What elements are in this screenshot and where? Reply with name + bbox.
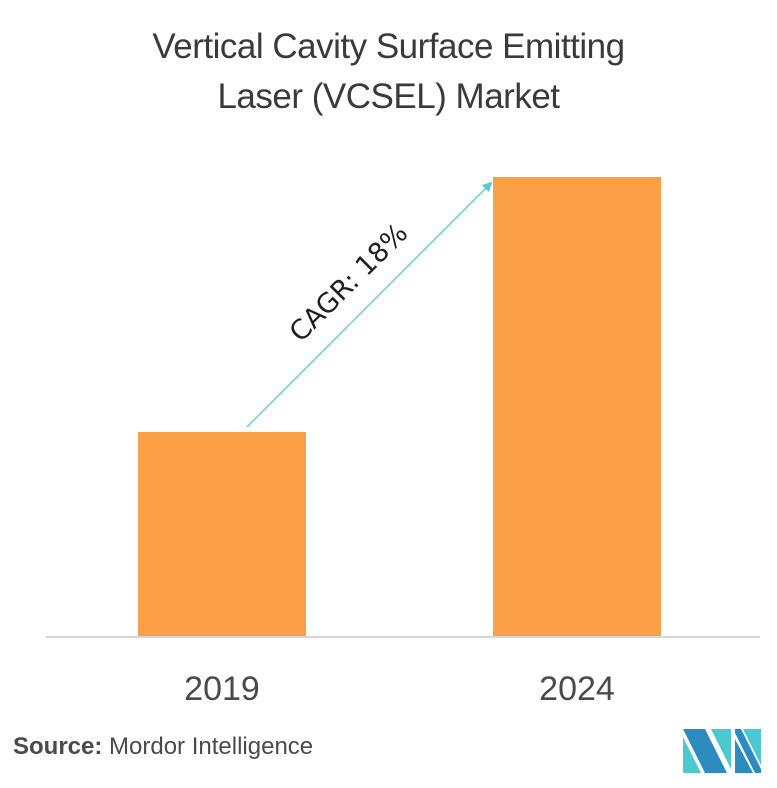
mordor-intelligence-logo-icon (683, 729, 761, 773)
cagr-annotation: CAGR: 18% (284, 218, 414, 348)
source-note: Source: Mordor Intelligence (13, 733, 313, 761)
x-tick-label-2019: 2019 (184, 670, 260, 708)
bar-2024 (493, 177, 661, 636)
chart-title: Vertical Cavity Surface Emitting Laser (… (0, 22, 777, 122)
source-name: Mordor Intelligence (109, 733, 314, 760)
bar-2019 (138, 432, 306, 636)
chart-title-line-2: Laser (VCSEL) Market (217, 77, 560, 116)
x-tick-label-2024: 2024 (539, 670, 615, 708)
source-label: Source: (13, 733, 103, 760)
cagr-arrow (246, 181, 493, 428)
chart-title-line-1: Vertical Cavity Surface Emitting (152, 27, 625, 66)
